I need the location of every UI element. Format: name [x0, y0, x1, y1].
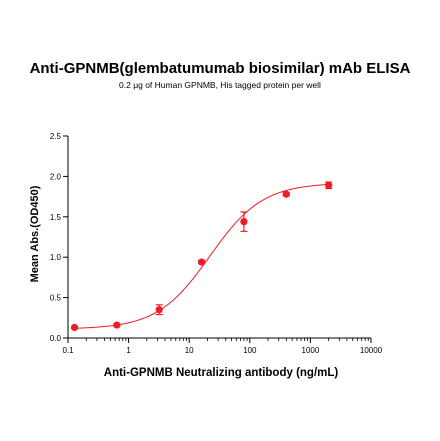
data-point	[70, 323, 79, 332]
y-tick-label: 1.5	[50, 213, 62, 222]
data-point	[155, 306, 163, 314]
x-axis-label: Anti-GPNMB Neutralizing antibody (ng/mL)	[104, 367, 339, 379]
data-point	[282, 190, 290, 198]
y-tick-label: 0.5	[50, 294, 62, 303]
data-point	[240, 218, 248, 226]
data-point	[197, 258, 206, 266]
fit-curve-layer	[74, 183, 329, 329]
fit-curve	[74, 183, 329, 329]
data-points-layer	[70, 181, 333, 332]
chart-subtitle: 0.2 μg of Human GPNMB, His tagged protei…	[119, 80, 321, 90]
y-tick-label: 2.0	[50, 172, 62, 181]
data-point	[325, 181, 333, 189]
axes: 0.1 1 10 100 1000 10000 0.0 0.5 1.0 1.5 2.0 2.5	[50, 132, 383, 355]
y-tick-label: 1.0	[50, 253, 62, 262]
y-tick-label: 0.0	[50, 334, 62, 343]
chart-title: Anti-GPNMB(glembatumumab biosimilar) mAb…	[29, 60, 411, 77]
x-tick-label: 1000	[302, 346, 320, 355]
y-tick-label: 2.5	[50, 132, 62, 141]
data-point	[113, 321, 121, 329]
x-tick-label: 1	[126, 346, 131, 355]
x-tick-label: 10	[185, 346, 194, 355]
y-axis-label: Mean Abs.(OD450)	[29, 185, 41, 282]
x-tick-label: 10000	[360, 346, 383, 355]
x-tick-label: 0.1	[62, 346, 74, 355]
x-tick-label: 100	[243, 346, 257, 355]
